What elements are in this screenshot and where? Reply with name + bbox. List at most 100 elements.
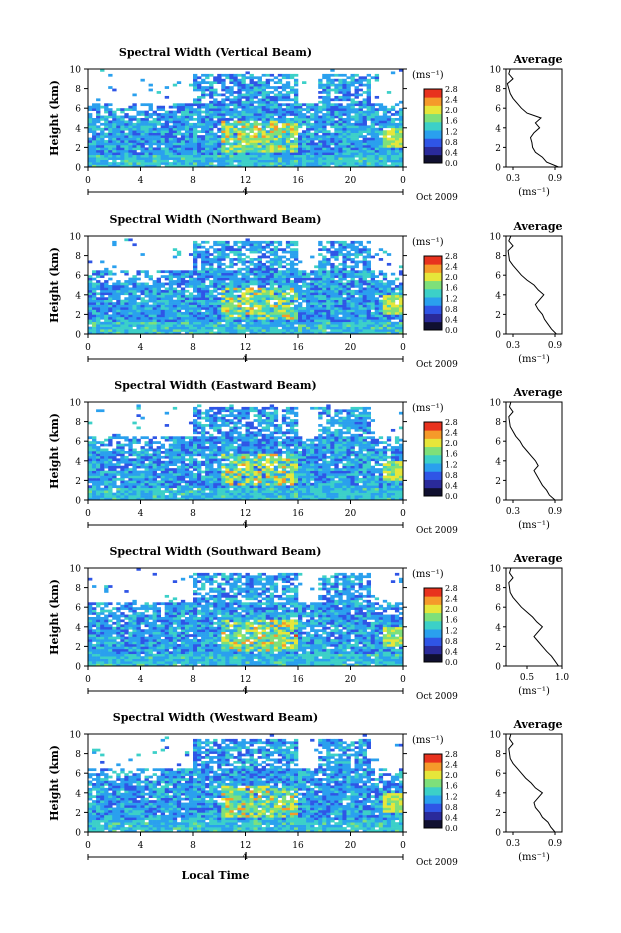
heatmap-cell [282,493,286,496]
heatmap-cell [395,287,399,290]
heatmap-cell [310,327,314,330]
y-tick-label: 4 [75,291,81,301]
heatmap-cell [266,302,270,305]
y-tick-label: 4 [75,124,81,134]
heatmap-cell [209,152,213,155]
heatmap-cell [241,160,245,163]
heatmap-cell [342,322,346,325]
heatmap-cell [346,258,350,261]
heatmap-cell [310,329,314,332]
heatmap-cell [108,493,112,496]
heatmap-cell [274,314,278,317]
heatmap-cell [351,270,355,273]
heatmap-cell [270,312,274,315]
heatmap-cell [145,275,149,278]
heatmap-cell [278,140,282,143]
heatmap-cell [266,246,270,249]
heatmap-cell [169,495,173,498]
heatmap-cell [221,287,225,290]
heatmap-cell [124,329,128,332]
heatmap-cell [104,270,108,273]
heatmap-cell [169,488,173,491]
heatmap-cell [193,150,197,153]
heatmap-cell [318,285,322,288]
heatmap-cell [322,493,326,496]
heatmap-cell [213,152,217,155]
heatmap-cell [346,143,350,146]
heatmap-cell [318,108,322,111]
heatmap-cell [112,329,116,332]
heatmap-cell [294,273,298,276]
heatmap-cell [241,273,245,276]
heatmap-cell [153,307,157,310]
heatmap-cell [270,493,274,496]
heatmap-cell [266,241,270,244]
heatmap-cell [250,493,254,496]
heatmap-cell [274,268,278,271]
heatmap-cell [290,76,294,79]
heatmap-cell [286,327,290,330]
heatmap-cell [201,327,205,330]
heatmap-cell [141,118,145,121]
heatmap-cell [290,495,294,498]
heatmap-cell [270,123,274,126]
heatmap-cell [241,300,245,303]
heatmap-cell [145,160,149,163]
heatmap-cell [189,300,193,303]
heatmap-cell [258,116,262,119]
heatmap-cell [334,84,338,87]
heatmap-cell [145,307,149,310]
heatmap-cell [217,94,221,97]
heatmap-cell [205,292,209,295]
heatmap-cell [241,76,245,79]
heatmap-cell [351,103,355,106]
heatmap-cell [359,89,363,92]
heatmap-cell [338,283,342,286]
heatmap-cell [241,324,245,327]
heatmap-cell [237,312,241,315]
colorbar-swatch [424,138,442,147]
heatmap-cell [88,495,92,498]
heatmap-cell [225,495,229,498]
heatmap-cell [371,327,375,330]
heatmap-cell [197,145,201,148]
heatmap-cell [270,268,274,271]
heatmap-cell [314,120,318,123]
heatmap-cell [108,152,112,155]
heatmap-cell [318,273,322,276]
heatmap-cell [92,297,96,300]
heatmap-cell [169,285,173,288]
heatmap-cell [330,490,334,493]
heatmap-cell [286,314,290,317]
heatmap-cell [330,84,334,87]
heatmap-cell [193,268,197,271]
heatmap-cell [290,147,294,150]
heatmap-cell [330,98,334,101]
heatmap-cell [326,91,330,94]
heatmap-cell [185,123,189,126]
heatmap-cell [346,307,350,310]
heatmap-cell [233,128,237,131]
heatmap-cell [346,135,350,138]
heatmap-cell [104,106,108,109]
heatmap-cell [225,76,229,79]
heatmap-cell [306,305,310,308]
heatmap-cell [282,251,286,254]
heatmap-cell [395,128,399,131]
heatmap-cell [88,150,92,153]
heatmap-cell [306,310,310,313]
heatmap-cell [161,495,165,498]
heatmap-cell [173,283,177,286]
heatmap-cell [338,329,342,332]
heatmap-cell [193,101,197,104]
heatmap-cell [290,319,294,322]
heatmap-cell [116,307,120,310]
heatmap-cell [383,314,387,317]
heatmap-cell [209,128,213,131]
panel-2: Spectral Width (Northward Beam)0246810He… [48,213,563,370]
heatmap-cell [124,292,128,295]
heatmap-cell [193,243,197,246]
heatmap-cell [266,329,270,332]
heatmap-cell [318,322,322,325]
heatmap-cell [258,130,262,133]
